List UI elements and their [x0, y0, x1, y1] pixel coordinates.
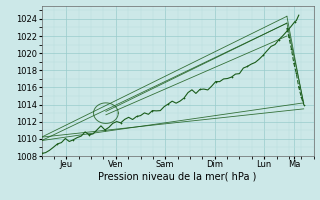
- X-axis label: Pression niveau de la mer( hPa ): Pression niveau de la mer( hPa ): [99, 172, 257, 182]
